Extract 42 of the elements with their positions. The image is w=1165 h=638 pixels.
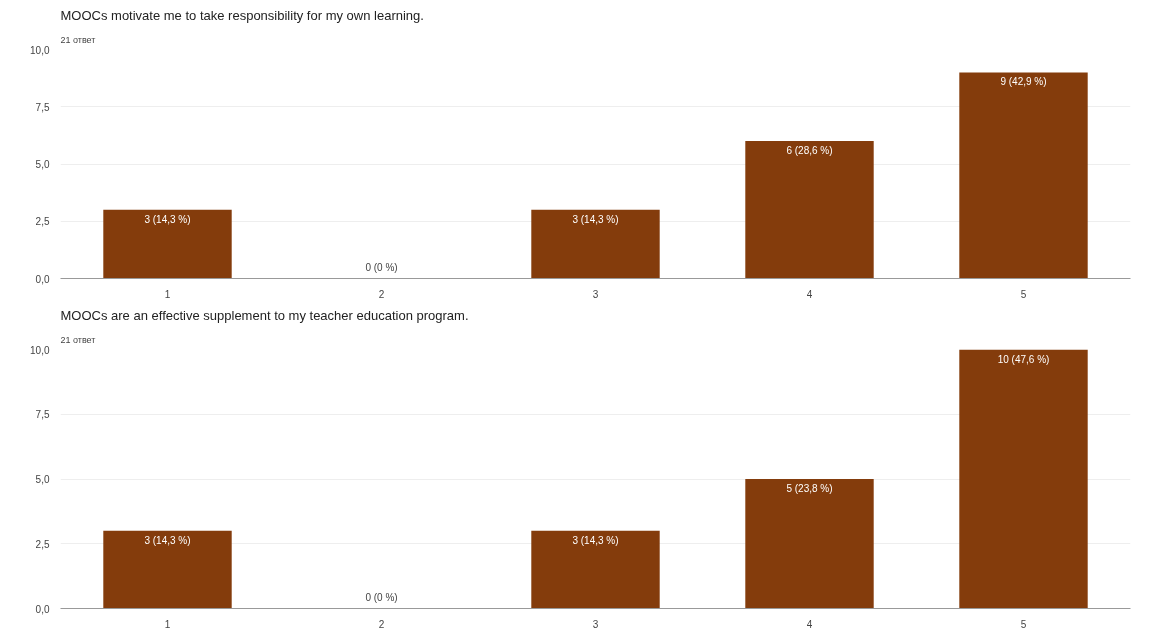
chart-subtitle: 21 ответ <box>60 334 96 345</box>
x-tick-label: 4 <box>806 618 813 630</box>
chart-subtitle: 21 ответ <box>60 34 96 45</box>
data-label: 3 (14,3 %) <box>144 213 191 225</box>
y-tick-label: 0,0 <box>35 603 50 615</box>
x-tick-label: 5 <box>1020 618 1027 630</box>
x-tick-label: 1 <box>164 288 171 300</box>
bar <box>103 209 232 279</box>
y-tick-label: 7,5 <box>35 101 50 113</box>
x-tick-label: 2 <box>378 618 385 630</box>
data-label: 0 (0 %) <box>365 591 398 603</box>
x-tick-label: 3 <box>592 618 599 630</box>
bar <box>959 349 1088 609</box>
data-label: 6 (28,6 %) <box>786 145 833 157</box>
y-tick-label: 10,0 <box>30 44 50 56</box>
y-tick-label: 2,5 <box>35 216 50 228</box>
data-label: 0 (0 %) <box>365 261 398 273</box>
data-label: 10 (47,6 %) <box>997 353 1050 365</box>
x-tick-label: 4 <box>806 288 813 300</box>
chart-title: MOOCs are an effective supplement to my teacher education program. <box>60 307 469 323</box>
data-label: 3 (14,3 %) <box>572 213 619 225</box>
y-tick-label: 7,5 <box>35 409 50 421</box>
x-tick-label: 3 <box>592 288 599 300</box>
data-label: 5 (23,8 %) <box>786 483 833 494</box>
bar <box>745 141 874 279</box>
y-tick-label: 0,0 <box>35 273 50 285</box>
x-tick-label: 1 <box>164 618 171 630</box>
y-tick-label: 10,0 <box>30 344 50 356</box>
x-tick-label: 2 <box>378 288 385 300</box>
bar <box>745 479 874 609</box>
data-label: 3 (14,3 %) <box>144 534 191 546</box>
x-tick-label: 5 <box>1020 288 1027 300</box>
data-label: 3 (14,3 %) <box>572 534 619 546</box>
bar <box>531 530 660 609</box>
y-tick-label: 5,0 <box>35 474 50 485</box>
data-label: 9 (42,9 %) <box>1000 76 1047 88</box>
y-tick-label: 2,5 <box>35 538 50 550</box>
bar <box>959 72 1088 279</box>
bar <box>531 209 660 279</box>
bar <box>103 530 232 609</box>
y-tick-label: 5,0 <box>35 159 50 170</box>
chart-title: MOOCs motivate me to take responsibility for my own learning. <box>60 7 424 23</box>
